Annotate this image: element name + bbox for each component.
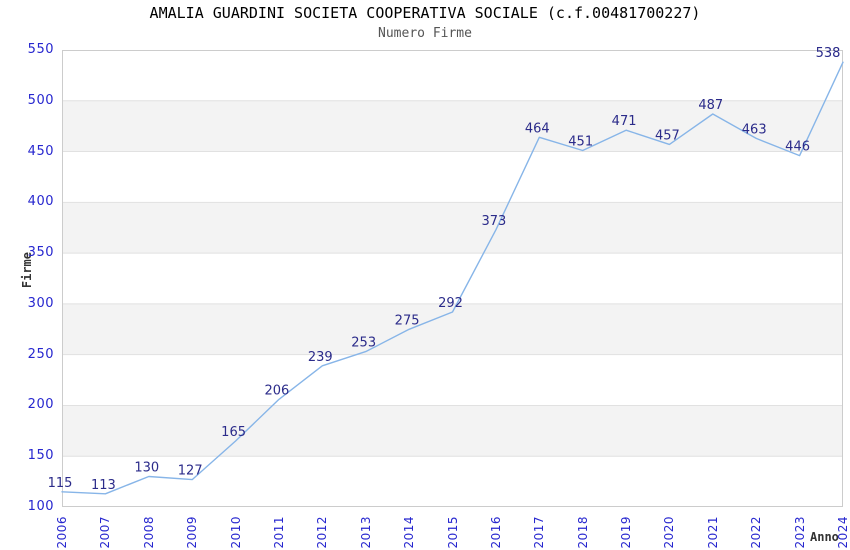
x-tick-label: 2010 [228,516,243,549]
y-tick-label: 500 [27,92,54,108]
data-point-label: 464 [525,121,550,136]
data-point-label: 127 [178,464,203,479]
data-point-label: 130 [134,461,159,476]
x-tick-label: 2006 [55,516,69,549]
data-point-label: 275 [395,313,420,328]
x-tick-label: 2013 [358,516,373,549]
x-tick-label: 2017 [532,516,547,549]
plot-band [62,151,843,203]
y-tick-label: 400 [27,194,54,210]
data-point-label: 487 [698,98,723,113]
plot-band [62,50,843,101]
data-point-label: 471 [612,114,637,129]
plot-area: 115 113 130 127 165 206 239 253 275 292 373 464 451 4… [48,46,844,507]
x-tick-label: 2023 [792,516,807,549]
x-tick-label: 2008 [141,516,156,549]
data-point-label: 538 [816,46,841,61]
x-tick-label: 2019 [619,516,634,549]
y-tick-label: 300 [27,295,54,311]
x-tick-label: 2018 [575,516,590,549]
y-tick-label: 450 [27,143,54,159]
data-point-label: 292 [438,296,463,311]
data-point-label: 463 [742,122,767,137]
x-tick-label: 2012 [315,516,330,549]
y-tick-label: 100 [27,499,54,514]
x-tick-label: 2009 [185,516,200,549]
x-tick-label: 2011 [271,516,286,549]
plot-band [62,253,843,304]
chart-title: AMALIA GUARDINI SOCIETA COOPERATIVA SOCI… [149,4,701,22]
y-tick-label: 150 [27,448,54,464]
plot-band [62,456,843,507]
y-tick-label: 200 [27,397,54,413]
line-series [61,61,844,495]
data-point-label: 253 [351,336,376,351]
y-axis-tick-labels: 550 500 450 400 350 300 250 200 150 100 [0,42,54,514]
data-point-label: 457 [655,128,680,143]
data-point-label: 239 [308,350,333,365]
data-point-label: 451 [568,135,593,150]
plot-band [62,405,843,457]
chart-subtitle: Numero Firme [378,26,472,41]
x-tick-label: 2016 [488,516,503,549]
plot-band [62,202,843,254]
x-tick-label: 2024 [836,516,850,549]
x-tick-label: 2021 [705,516,720,549]
x-axis-title: Anno [810,530,839,544]
y-tick-label: 550 [27,42,54,57]
data-point-label: 115 [48,476,73,491]
data-point-label: 373 [481,214,506,229]
x-tick-label: 2014 [402,516,417,549]
data-point-label: 165 [221,425,246,440]
data-point-label: 113 [91,478,116,493]
data-point-label: 446 [785,140,810,155]
x-tick-label: 2015 [445,516,460,549]
plot-band [62,100,843,152]
plot-border [62,50,843,507]
y-tick-label: 350 [27,245,54,261]
y-tick-label: 250 [27,346,54,362]
data-point-label: 206 [264,383,289,398]
x-tick-label: 2007 [98,516,113,549]
x-tick-label: 2022 [749,516,764,549]
plot-band [62,354,843,406]
x-tick-label: 2020 [662,516,677,549]
